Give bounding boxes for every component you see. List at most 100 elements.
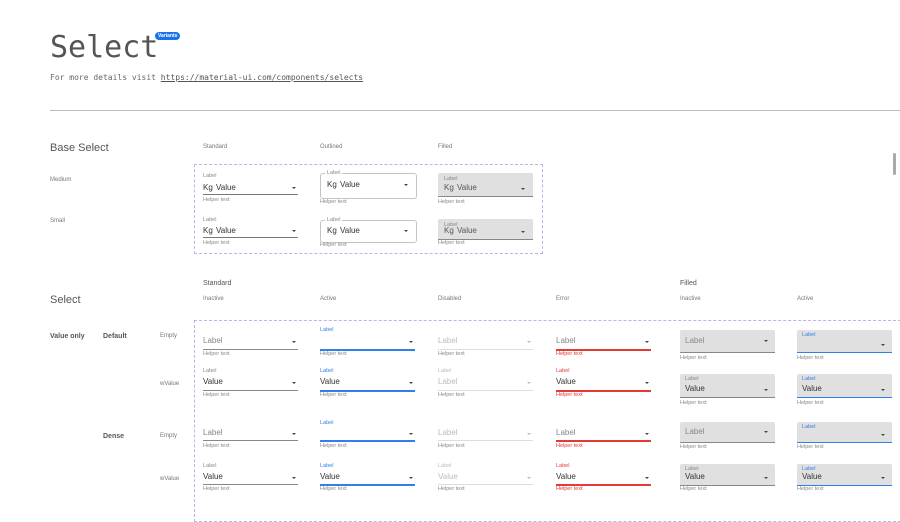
select-label: Label — [438, 368, 452, 374]
select-value[interactable]: Value — [216, 226, 236, 235]
outlined-select[interactable] — [320, 220, 417, 243]
select-error[interactable] — [556, 440, 651, 442]
group-header-standard: Standard — [203, 280, 232, 287]
dropdown-arrow-icon — [645, 433, 649, 435]
helper-text: Helper text — [320, 199, 347, 205]
dropdown-arrow-icon — [764, 477, 768, 479]
filled-select[interactable] — [438, 173, 533, 197]
select-disabled — [438, 440, 533, 441]
select-placeholder: Label — [556, 336, 576, 345]
select-inactive[interactable] — [203, 440, 298, 441]
dropdown-arrow-icon — [527, 477, 531, 479]
column-header-outlined: Outlined — [320, 144, 343, 150]
select-inactive[interactable] — [203, 390, 298, 391]
select-active[interactable] — [320, 349, 415, 351]
dropdown-arrow-icon — [404, 229, 408, 232]
helper-text: Helper text — [556, 392, 583, 398]
dropdown-arrow-icon — [409, 433, 413, 435]
helper-text: Helper text — [556, 351, 583, 357]
select-value: Value — [685, 384, 705, 393]
helper-text: Helper text — [797, 486, 824, 492]
filled-select-active[interactable] — [797, 464, 892, 486]
select-label: Label — [320, 463, 334, 469]
helper-text: Helper text — [438, 392, 465, 398]
select-active[interactable] — [320, 440, 415, 442]
row-label-small: Small — [50, 218, 66, 224]
scrollbar-thumb[interactable] — [893, 153, 896, 175]
helper-text: Helper text — [556, 443, 583, 449]
dropdown-arrow-icon — [881, 389, 885, 391]
select-active[interactable] — [320, 390, 415, 392]
column-header-active: Active — [320, 296, 337, 302]
select-label: Label — [325, 170, 343, 176]
section-title-select: Select — [50, 294, 81, 306]
filled-select-active[interactable] — [797, 374, 892, 398]
select-label: Label — [802, 466, 816, 472]
select-prefix: Kg — [444, 226, 454, 235]
dropdown-arrow-icon — [527, 433, 531, 435]
helper-text: Helper text — [203, 240, 230, 246]
dropdown-arrow-icon — [881, 434, 885, 436]
select-label: Label — [203, 463, 217, 469]
standard-select-underline[interactable] — [203, 237, 298, 238]
density-label-default: Default — [103, 333, 127, 340]
select-active[interactable] — [320, 484, 415, 486]
select-inactive[interactable] — [203, 349, 298, 350]
dropdown-arrow-icon — [521, 231, 525, 233]
column-header-inactive: Inactive — [680, 296, 701, 302]
select-value: Value — [802, 472, 822, 481]
select-placeholder: Label — [685, 427, 705, 436]
helper-text: Helper text — [320, 486, 347, 492]
select-label: Label — [444, 222, 458, 228]
select-label: Label — [203, 173, 217, 179]
select-error[interactable] — [556, 390, 651, 392]
divider — [50, 110, 900, 111]
select-prefix: Kg — [444, 183, 454, 192]
select-label: Label — [444, 176, 458, 182]
select-label: Label — [203, 217, 217, 223]
filled-select-active[interactable] — [797, 330, 892, 353]
helper-text: Helper text — [438, 351, 465, 357]
select-label: Label — [325, 217, 343, 223]
dropdown-arrow-icon — [527, 382, 531, 384]
standard-select-underline[interactable] — [203, 194, 298, 195]
page-title: Select — [50, 30, 159, 65]
select-value: Value — [320, 377, 340, 386]
column-header-standard: Standard — [203, 144, 228, 150]
helper-text: Helper text — [438, 443, 465, 449]
select-prefix: Kg — [327, 225, 337, 235]
select-disabled — [438, 484, 533, 485]
filled-select-inactive[interactable] — [680, 374, 775, 398]
helper-text: Helper text — [680, 486, 707, 492]
filled-select-active[interactable] — [797, 422, 892, 443]
dropdown-arrow-icon — [292, 341, 296, 343]
dropdown-arrow-icon — [764, 389, 768, 391]
select-value: Value — [457, 226, 477, 235]
column-header-active: Active — [797, 296, 814, 302]
column-header-disabled: Disabled — [438, 296, 462, 302]
select-error[interactable] — [556, 484, 651, 486]
dropdown-arrow-icon — [292, 477, 296, 479]
select-label: Label — [802, 424, 816, 430]
helper-text: Helper text — [797, 355, 824, 361]
filled-select[interactable] — [438, 219, 533, 240]
select-label: Label — [685, 376, 699, 382]
dropdown-arrow-icon — [292, 230, 296, 232]
helper-text: Helper text — [203, 392, 230, 398]
outlined-select[interactable] — [320, 173, 417, 199]
select-prefix: Kg — [203, 226, 213, 235]
select-label: Label — [438, 463, 452, 469]
filled-select-inactive[interactable] — [680, 422, 775, 443]
filled-select-inactive[interactable] — [680, 330, 775, 353]
select-value[interactable]: Value — [216, 183, 236, 192]
select-inactive[interactable] — [203, 484, 298, 485]
filled-select-inactive[interactable] — [680, 464, 775, 486]
docs-link[interactable]: https://material-ui.com/components/selec… — [160, 73, 364, 82]
select-placeholder: Label — [438, 336, 458, 345]
select-error[interactable] — [556, 349, 651, 351]
dropdown-arrow-icon — [645, 382, 649, 384]
dropdown-arrow-icon — [292, 382, 296, 384]
select-label: Label — [320, 420, 334, 426]
helper-text: Helper text — [203, 443, 230, 449]
select-placeholder: Label — [685, 336, 705, 345]
